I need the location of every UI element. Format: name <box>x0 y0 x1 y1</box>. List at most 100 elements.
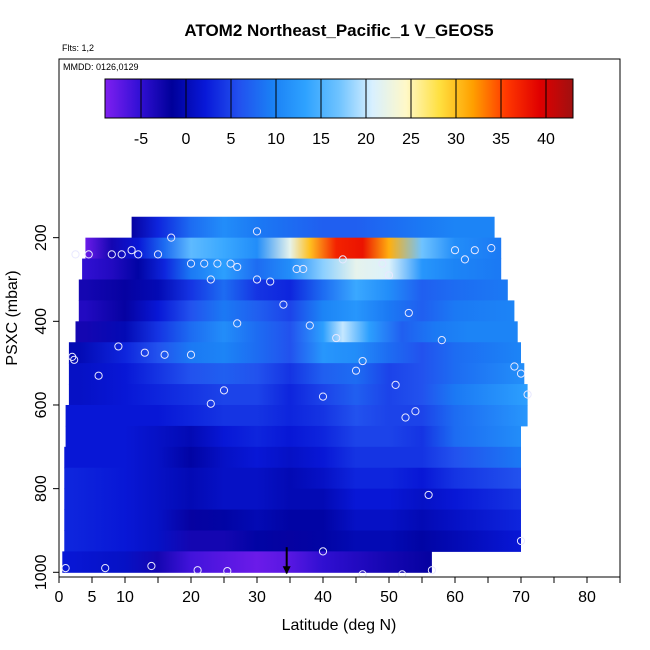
sample-point <box>460 255 469 264</box>
sample-point <box>351 366 361 375</box>
date-note: MMDD: 0126,0129 <box>63 62 139 72</box>
sample-point <box>523 390 532 399</box>
x-tick-label: 0 <box>55 589 64 606</box>
sample-point <box>318 547 328 556</box>
sample-point <box>378 259 387 268</box>
x-tick-label: 5 <box>88 589 97 606</box>
y-tick-label: 800 <box>33 475 50 502</box>
sample-point <box>427 566 436 575</box>
sample-point <box>167 233 176 242</box>
sample-point <box>510 362 519 371</box>
x-axis: 0 5 10 20 30 40 50 60 70 80 <box>55 577 621 606</box>
heatmap-row <box>78 279 508 301</box>
sample-point <box>299 264 308 274</box>
sample-point <box>186 259 196 268</box>
sample-point <box>266 277 275 286</box>
sample-point <box>516 369 526 378</box>
sample-point <box>213 259 222 268</box>
y-tick-label: 200 <box>33 224 50 251</box>
sample-point <box>200 259 209 268</box>
colorbar-tick-label: -5 <box>134 131 148 148</box>
sample-point <box>206 275 215 284</box>
x-tick-label: 60 <box>446 589 464 606</box>
plot-area <box>58 58 621 578</box>
heatmap-row <box>68 363 525 385</box>
colorbar-gradient <box>104 78 574 119</box>
colorbar-tick-label: 10 <box>267 131 285 148</box>
sample-point <box>424 490 433 500</box>
sample-point <box>140 348 149 357</box>
heatmap-row <box>64 446 521 469</box>
y-tick-label: 400 <box>33 308 50 335</box>
heatmap-row <box>68 384 528 406</box>
sample-point <box>252 227 262 236</box>
sample-point <box>61 564 70 573</box>
sample-point <box>84 250 93 259</box>
sample-point <box>160 350 169 359</box>
sample-point <box>252 275 262 284</box>
colorbar-tick-label: 40 <box>537 131 555 148</box>
sample-point <box>71 250 80 259</box>
sample-point <box>470 246 479 255</box>
sample-markers <box>61 227 532 577</box>
sample-point <box>153 250 163 259</box>
sample-point <box>193 566 202 575</box>
sample-point <box>147 561 156 571</box>
sample-point <box>226 259 235 268</box>
colorbar-tick-label: 15 <box>312 131 330 148</box>
sample-point <box>358 570 367 577</box>
heatmap-row <box>85 237 502 260</box>
sample-point <box>134 250 143 259</box>
colorbar-tick-label: 35 <box>492 131 510 148</box>
flights-note: Flts: 1,2 <box>62 43 94 53</box>
sample-point <box>358 356 367 366</box>
x-tick-label: 20 <box>182 589 200 606</box>
colorbar: -5 0 5 10 15 20 25 30 35 40 <box>104 78 574 148</box>
x-tick-label: 70 <box>512 589 530 606</box>
sample-point <box>233 262 242 272</box>
sample-point <box>404 308 413 318</box>
heatmap-row <box>82 258 502 280</box>
x-tick-label: 40 <box>314 589 332 606</box>
sample-point <box>384 271 394 280</box>
sample-point <box>94 371 103 380</box>
sample-point <box>338 255 347 264</box>
x-tick-label: 30 <box>248 589 266 606</box>
x-tick-label: 50 <box>380 589 398 606</box>
heatmap-row <box>64 488 521 511</box>
sample-point <box>398 570 407 577</box>
sample-point <box>233 319 242 328</box>
sample-point <box>70 355 79 364</box>
arrow-marker-head <box>282 566 291 575</box>
heatmap-layer <box>62 216 528 573</box>
plot-frame <box>58 58 621 578</box>
colorbar-tick-label: 0 <box>182 131 191 148</box>
sample-point <box>516 536 526 546</box>
chart-title: ATOM2 Northeast_Pacific_1 V_GEOS5 <box>184 21 493 40</box>
heatmap-row <box>131 216 495 239</box>
sample-point <box>401 413 410 422</box>
colorbar-ticks: -5 0 5 10 15 20 25 30 35 40 <box>134 79 555 148</box>
y-tick-label: 600 <box>33 392 50 419</box>
sample-point <box>114 342 123 351</box>
y-axis: 200 400 600 800 1000 <box>33 224 59 590</box>
sample-point <box>206 399 215 408</box>
sample-point <box>107 250 116 259</box>
sample-point <box>127 246 136 255</box>
sample-point <box>101 564 110 573</box>
colorbar-tick-label: 25 <box>402 131 420 148</box>
sample-point <box>279 300 288 309</box>
sample-point <box>186 350 196 359</box>
sample-point <box>117 250 126 259</box>
sample-point <box>487 244 496 253</box>
y-axis-label: PSXC (mbar) <box>4 270 21 365</box>
heatmap-row <box>65 404 528 427</box>
x-tick-label: 10 <box>116 589 134 606</box>
sample-point <box>437 336 446 345</box>
colorbar-tick-label: 30 <box>447 131 465 148</box>
heatmap-row <box>75 321 518 343</box>
sample-point <box>411 407 420 416</box>
x-axis-label: Latitude (deg N) <box>282 617 397 634</box>
heatmap-row <box>64 530 521 552</box>
